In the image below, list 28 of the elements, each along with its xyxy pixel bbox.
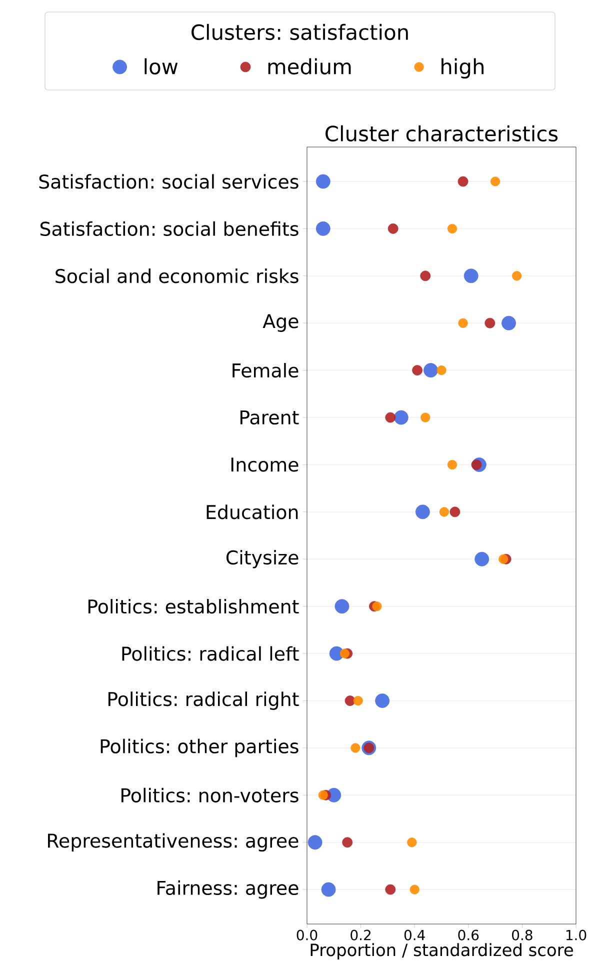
legend-label: medium: [268, 58, 351, 74]
legend-label: low: [144, 58, 178, 74]
y-tick-label: Politics: radical left: [122, 646, 299, 661]
y-tick-label: Education: [206, 504, 298, 520]
y-tick-label: Satisfaction: social benefits: [40, 221, 298, 236]
x-tick-label: 0.8: [512, 930, 532, 940]
y-tick-label: Satisfaction: social services: [39, 174, 298, 189]
y-tick-label: Income: [231, 458, 298, 472]
y-tick-label: Parent: [240, 410, 299, 425]
y-tick-label: Politics: non-voters: [122, 788, 298, 802]
legend-title: Clusters: satisfaction: [192, 24, 408, 40]
y-tick-label: Politics: establishment: [88, 598, 299, 614]
y-tick-label: Politics: radical right: [108, 692, 299, 710]
y-tick-label: Politics: other parties: [100, 738, 298, 758]
y-tick-label: Citysize: [226, 550, 298, 568]
y-tick-label: Age: [262, 314, 298, 332]
chart-title: Cluster characteristics: [326, 125, 558, 142]
x-axis-title: Proportion / standardized score: [310, 943, 573, 960]
y-tick-label: Representativeness: agree: [48, 833, 298, 852]
x-tick-label: 1.0: [566, 930, 586, 940]
y-tick-label: Female: [232, 362, 298, 378]
x-tick-label: 0.4: [404, 930, 425, 940]
y-tick-label: Social and economic risks: [56, 268, 298, 284]
x-tick-label: 0.2: [350, 930, 370, 940]
y-tick-label: Fairness: agree: [158, 880, 298, 899]
x-tick-label: 0.0: [296, 930, 318, 940]
x-tick-label: 0.6: [458, 930, 479, 940]
legend-label: high: [442, 58, 484, 79]
